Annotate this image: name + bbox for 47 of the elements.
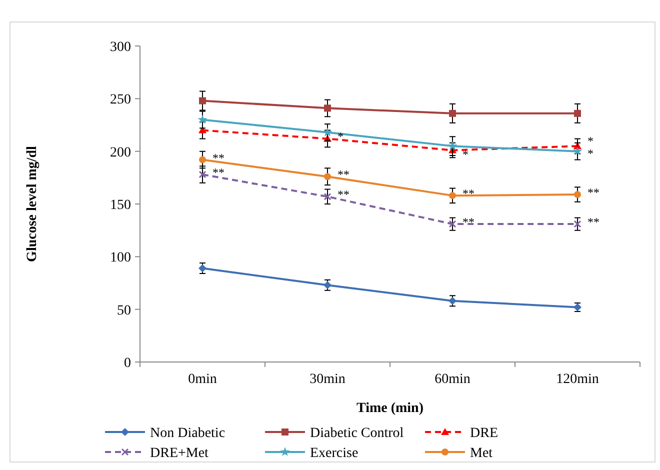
point: [199, 156, 206, 164]
y-axis-title: Glucose level mg/dl: [25, 146, 40, 262]
point: [324, 104, 331, 112]
x-tick-label: 120min: [556, 372, 599, 387]
x-tick-label: 30min: [310, 372, 346, 387]
x-tick-label: 60min: [434, 372, 470, 387]
legend-label: Diabetic Control: [310, 426, 404, 441]
point: [448, 220, 456, 228]
y-tick-label: 250: [110, 92, 131, 108]
annotation: **: [462, 186, 474, 201]
point: [574, 220, 582, 228]
legend-label: DRE+Met: [150, 446, 209, 461]
y-tick-label: 200: [110, 145, 131, 160]
point: [572, 146, 582, 156]
legend-label: Met: [470, 446, 493, 461]
point: [448, 141, 458, 150]
annotation: **: [338, 168, 350, 182]
point: [449, 110, 456, 117]
point: [198, 114, 208, 124]
annotation: *: [588, 134, 594, 148]
annotation: **: [588, 215, 600, 230]
point: [324, 173, 331, 180]
y-tick-label: 150: [110, 198, 131, 213]
annotation: **: [212, 166, 224, 180]
annotation: **: [462, 215, 474, 230]
legend-label: Exercise: [310, 446, 358, 461]
y-tick-label: 300: [110, 40, 131, 55]
x-axis-title: Time (min): [356, 401, 424, 416]
legend-label: Non Diabetic: [150, 426, 226, 441]
point: [574, 191, 581, 198]
y-tick-label: 0: [124, 356, 131, 371]
point: [322, 127, 332, 136]
point: [199, 97, 206, 104]
annotation: **: [338, 188, 350, 202]
annotation: *: [588, 146, 594, 161]
annotation: *: [462, 148, 468, 162]
point: [198, 170, 206, 178]
annotation: **: [212, 150, 224, 165]
x-tick-label: 0min: [188, 372, 217, 387]
point: [574, 110, 581, 117]
annotation: **: [588, 186, 600, 200]
y-tick-label: 50: [117, 303, 131, 318]
point: [324, 192, 332, 200]
point: [449, 192, 456, 200]
y-tick-label: 100: [110, 250, 131, 266]
point: [198, 126, 206, 134]
legend-label: DRE: [470, 426, 498, 441]
